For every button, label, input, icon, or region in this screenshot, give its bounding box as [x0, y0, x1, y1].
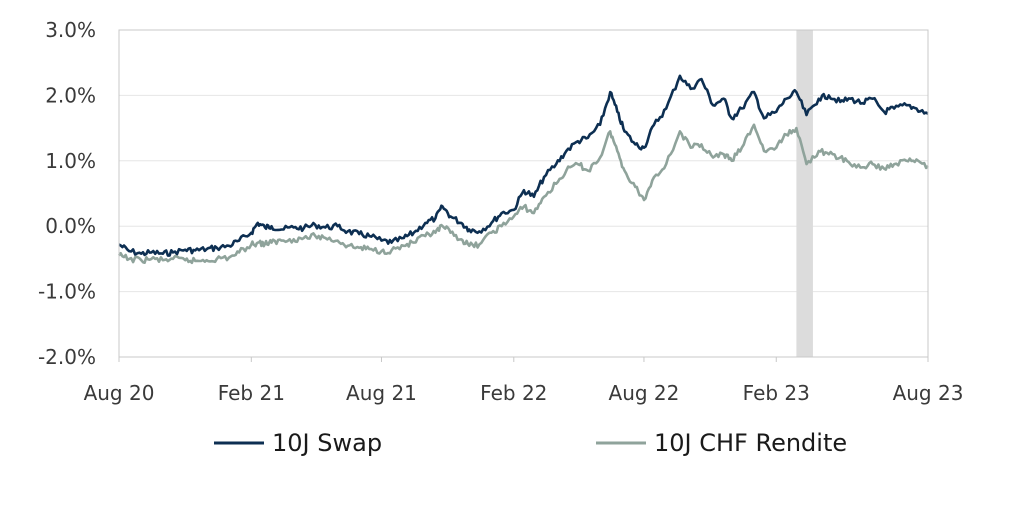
highlight-band: [796, 30, 813, 357]
y-axis: 3.0% 2.0% 1.0% 0.0% -1.0% -2.0%: [38, 18, 96, 369]
y-tick-label: 3.0%: [45, 18, 96, 42]
x-tick-label: Aug 22: [609, 381, 680, 405]
x-tick-label: Feb 22: [480, 381, 547, 405]
x-axis: Aug 20 Feb 21 Aug 21 Feb 22 Aug 22 Feb 23 Aug …: [84, 357, 964, 405]
y-tick-label: -2.0%: [38, 345, 96, 369]
x-tick-label: Aug 23: [893, 381, 964, 405]
legend-label-1: 10J CHF Rendite: [654, 429, 847, 457]
x-tick-label: Feb 21: [218, 381, 285, 405]
x-tick-label: Aug 21: [346, 381, 417, 405]
legend-label-0: 10J Swap: [272, 429, 382, 457]
series-lines: [117, 74, 929, 265]
y-tick-label: 2.0%: [45, 83, 96, 107]
y-tick-label: -1.0%: [38, 280, 96, 304]
x-tick-label: Feb 23: [743, 381, 810, 405]
series-line-0: [118, 74, 929, 257]
plot-frame: [118, 29, 929, 358]
x-tick-label: Aug 20: [84, 381, 155, 405]
series-line-1: [117, 123, 929, 265]
legend: 10J Swap 10J CHF Rendite: [214, 429, 847, 457]
highlight-band-layer: [796, 30, 813, 357]
y-tick-label: 1.0%: [45, 149, 96, 173]
y-tick-label: 0.0%: [45, 214, 96, 238]
